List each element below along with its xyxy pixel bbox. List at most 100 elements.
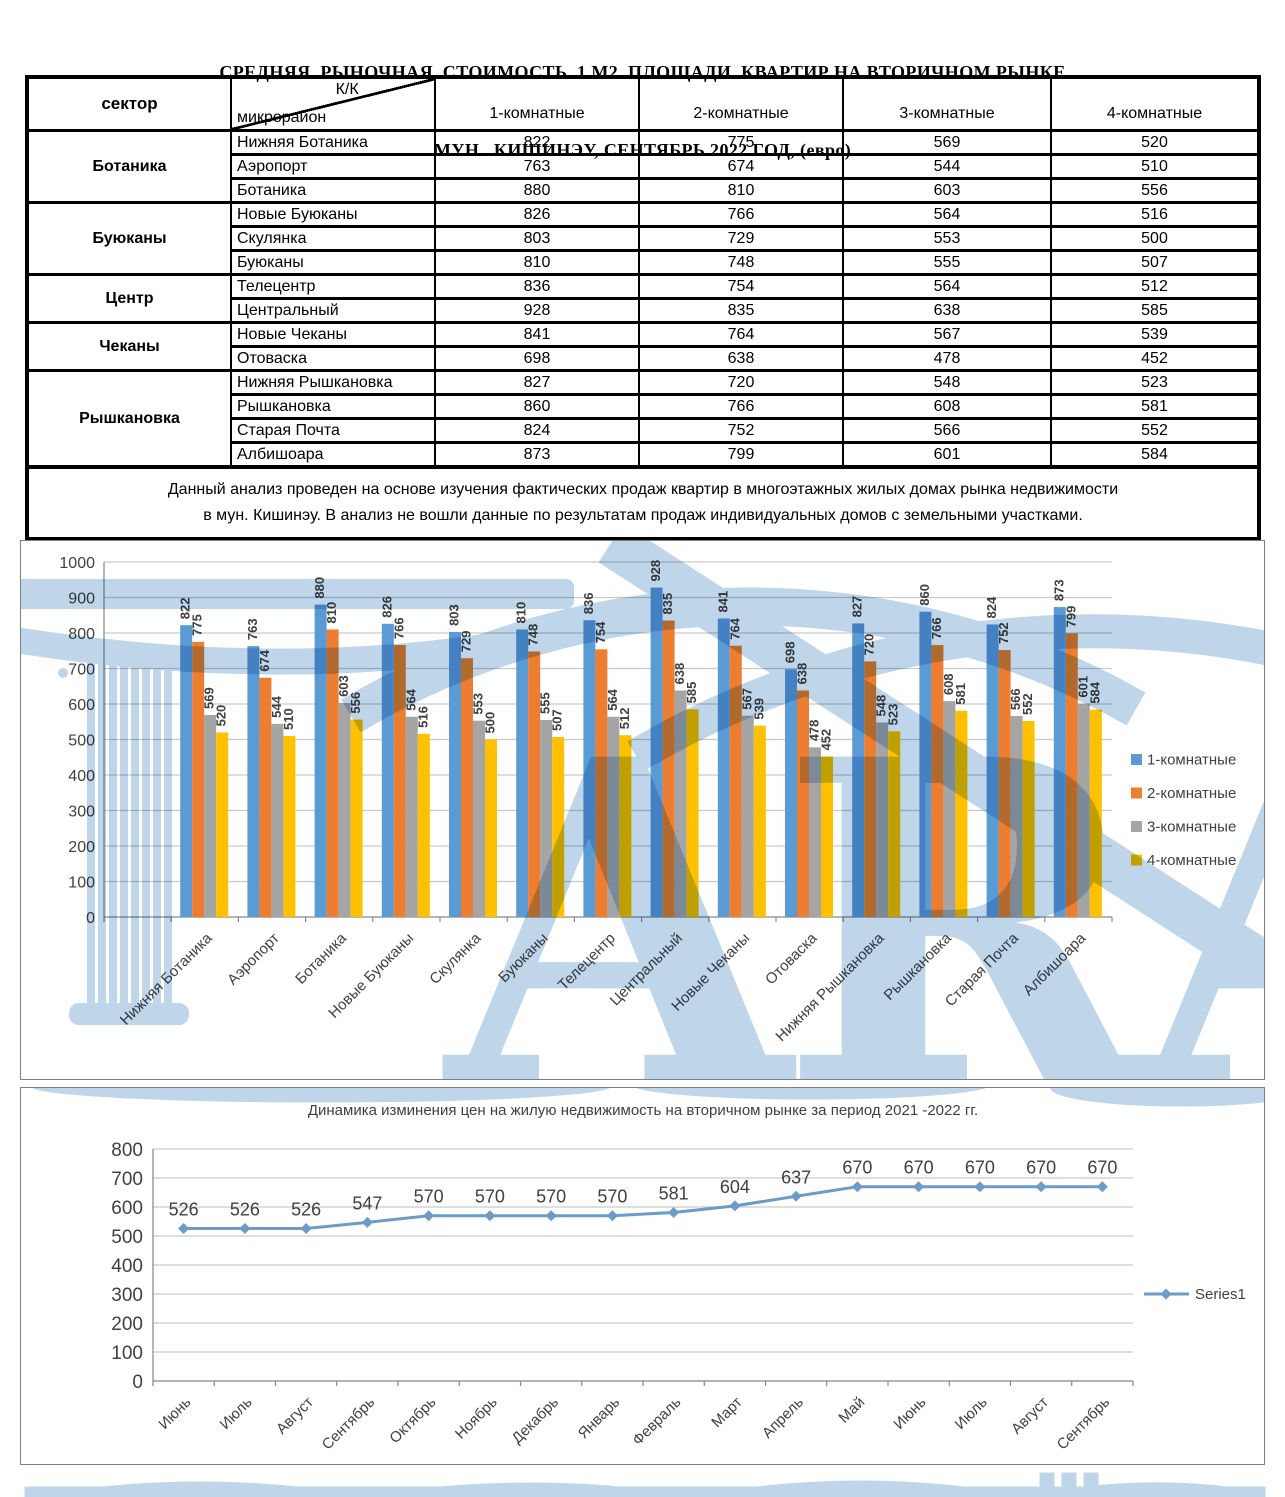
price-cell: 452 xyxy=(1050,345,1260,372)
y-axis-label: 200 xyxy=(68,839,95,856)
x-axis-label: Рышкановка xyxy=(881,929,956,1004)
y-axis-label: 700 xyxy=(68,662,95,679)
bar xyxy=(314,604,327,917)
price-cell: 674 xyxy=(638,153,844,180)
bar xyxy=(943,701,956,917)
bar-value-label: 928 xyxy=(648,560,663,582)
bar xyxy=(449,631,461,917)
price-cell: 539 xyxy=(1050,321,1260,348)
legend-label: Series1 xyxy=(1195,1286,1246,1303)
price-cell: 581 xyxy=(1050,393,1260,420)
price-cell: 507 xyxy=(1050,249,1260,276)
price-cell: 836 xyxy=(434,273,640,300)
bar-value-label: 775 xyxy=(190,614,205,636)
point-value-label: 570 xyxy=(414,1187,444,1207)
bar xyxy=(393,645,406,917)
legend-marker xyxy=(1160,1288,1172,1300)
legend-swatch xyxy=(1131,821,1142,832)
bar-value-label: 880 xyxy=(312,577,327,599)
x-axis-label: Декабрь xyxy=(509,1394,563,1448)
price-cell: 548 xyxy=(842,369,1052,396)
table-row: Аэропорт 763 674 544 510 xyxy=(27,153,1260,180)
y-axis-label: 800 xyxy=(68,626,95,643)
chart-title: Динамика изминения цен на жилую недвижим… xyxy=(308,1102,978,1119)
bar-chart-panel: 0 100 200 300 400 500 600 700 800 900 1000 822 763 88… xyxy=(20,540,1265,1080)
table-row: Буюканы Новые Буюканы 826 766 564 516 xyxy=(26,201,1260,276)
price-cell: 544 xyxy=(842,153,1052,180)
bar-value-label: 552 xyxy=(1020,693,1035,715)
price-cell: 555 xyxy=(842,249,1052,276)
price-cell: 799 xyxy=(638,441,844,469)
point-value-label: 670 xyxy=(904,1158,934,1178)
x-axis-label: Отоваска xyxy=(762,929,821,988)
bar xyxy=(686,709,699,917)
bar xyxy=(204,715,217,917)
y-axis-label: 100 xyxy=(68,875,95,892)
y-axis-label: 500 xyxy=(68,733,95,750)
point-value-label: 637 xyxy=(781,1167,811,1187)
price-cell: 638 xyxy=(638,345,844,372)
y-axis-label: 600 xyxy=(111,1198,143,1219)
x-axis-label: Июль xyxy=(952,1394,991,1433)
x-axis-label: Июль xyxy=(217,1394,256,1433)
y-axis-label: 800 xyxy=(111,1140,143,1161)
bar-value-label: 720 xyxy=(862,634,877,656)
header-diagonal-cell: К/К микрорайон xyxy=(230,75,436,132)
bar-value-label: 569 xyxy=(202,687,217,709)
price-cell: 520 xyxy=(1050,129,1260,156)
bar-value-label: 500 xyxy=(483,712,498,734)
point-value-label: 526 xyxy=(230,1199,260,1219)
price-cell: 720 xyxy=(638,369,844,396)
price-cell: 564 xyxy=(842,201,1052,228)
district-cell: Новые Чеканы xyxy=(230,321,436,348)
x-axis-label: Сентябрь xyxy=(1054,1394,1114,1454)
legend-label: 3-комнатные xyxy=(1147,819,1236,836)
table-row: Буюканы 810 748 555 507 xyxy=(27,249,1260,276)
bar xyxy=(785,669,797,917)
data-point-marker xyxy=(606,1210,618,1222)
data-point-marker xyxy=(1096,1181,1108,1193)
point-value-label: 670 xyxy=(1026,1158,1056,1178)
bar-value-label: 638 xyxy=(672,663,687,685)
header-3-room: 3-комнатные xyxy=(842,75,1052,132)
data-point-marker xyxy=(239,1222,251,1234)
price-cell: 752 xyxy=(638,417,844,444)
price-cell: 766 xyxy=(638,201,844,228)
bar xyxy=(888,731,901,917)
legend-swatch xyxy=(1131,787,1142,799)
sector-cell: Рышкановка xyxy=(26,369,232,469)
table-row: Старая Почта 824 752 566 552 xyxy=(27,417,1260,444)
table-row: Ботаника Нижняя Ботаника 822 775 569 520 xyxy=(26,129,1260,204)
price-cell: 822 xyxy=(434,129,640,156)
district-cell: Скулянка xyxy=(230,225,436,252)
price-cell: 835 xyxy=(638,297,844,324)
bar xyxy=(583,620,596,917)
point-value-label: 670 xyxy=(965,1158,995,1178)
analysis-note: Данный анализ проведен на основе изучени… xyxy=(26,465,1260,541)
data-point-marker xyxy=(974,1181,986,1193)
bar-value-label: 698 xyxy=(783,642,798,664)
table-row: Отоваска 698 638 478 452 xyxy=(27,345,1260,372)
bar xyxy=(619,735,632,917)
x-axis-label: Август xyxy=(273,1394,317,1438)
price-cell: 827 xyxy=(434,369,640,396)
bar-value-label: 810 xyxy=(324,602,339,624)
price-cell: 803 xyxy=(434,225,640,252)
x-axis-label: Март xyxy=(708,1394,745,1431)
y-axis-label: 0 xyxy=(132,1372,143,1393)
x-axis-label: Аэропорт xyxy=(224,930,283,989)
bar xyxy=(821,756,833,917)
price-cell: 516 xyxy=(1050,201,1260,228)
sector-cell: Центр xyxy=(26,273,232,324)
header-4-room: 4-комнатные xyxy=(1050,75,1260,132)
price-cell: 810 xyxy=(638,177,844,204)
y-axis-label: 1000 xyxy=(59,555,95,572)
data-point-marker xyxy=(423,1210,435,1222)
point-value-label: 526 xyxy=(169,1199,199,1219)
bar xyxy=(809,747,821,917)
bar-value-label: 581 xyxy=(953,683,968,705)
price-cell: 826 xyxy=(434,201,640,228)
price-cell: 584 xyxy=(1050,441,1260,469)
bar xyxy=(259,677,272,917)
table-row: Центральный 928 835 638 585 xyxy=(27,297,1260,324)
